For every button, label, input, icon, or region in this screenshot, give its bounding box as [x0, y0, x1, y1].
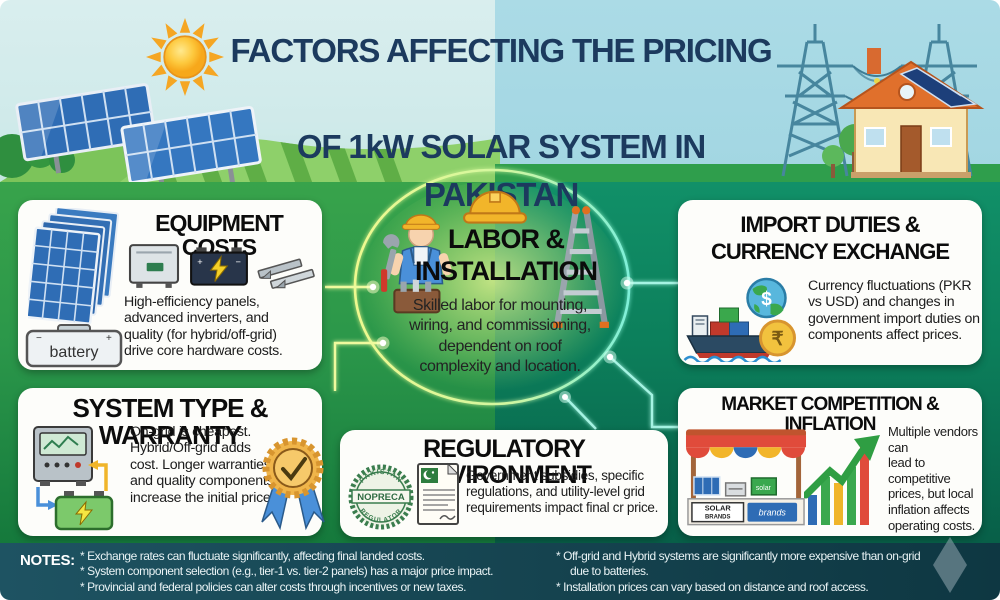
dollar-symbol: $: [761, 289, 772, 310]
market-title: MARKET COMPETITION & INFLATION: [721, 394, 940, 435]
solar-brands-sign: SOLAR BRANDS: [691, 502, 745, 523]
inverter-icon: [128, 244, 180, 288]
battery-box-icon: − + battery: [25, 324, 123, 368]
card-equipment-costs: EQUIPMENT COSTS − + battery: [18, 200, 322, 370]
market-body: Multiple vendors can lead to competitive…: [888, 424, 978, 533]
title-line-1: FACTORS AFFECTING THE PRICING: [230, 32, 773, 69]
regulatory-body: Government subsidies, specific regulatio…: [466, 468, 659, 515]
notes-left-column: * Exchange rates can fluctuate significa…: [80, 549, 558, 595]
mounting-rails-icon: [257, 258, 315, 289]
controller-battery-icon: [33, 426, 114, 531]
shelf-product: solar: [750, 477, 777, 496]
house-icon: [837, 48, 985, 178]
import-duties-title: IMPORT DUTIES & CURRENCY EXCHANGE: [710, 212, 950, 264]
card-import-duties: IMPORT DUTIES & CURRENCY EXCHANGE $: [678, 200, 982, 365]
note-item: * Off-grid and Hybrid systems are signif…: [556, 549, 921, 579]
check-mark: [281, 457, 307, 482]
sun-icon: [146, 18, 224, 96]
svg-text:−: −: [36, 333, 42, 344]
card-system-type: SYSTEM TYPE & WARRANTY On-grid is cheape…: [18, 388, 325, 536]
note-item: * Provincial and federal policies can al…: [80, 579, 466, 594]
awning-scallops: [685, 447, 806, 459]
mini-solar-panel: [693, 476, 721, 496]
card-market-competition: MARKET COMPETITION & INFLATION solar: [678, 388, 982, 536]
notes-bar: NOTES: * Exchange rates can fluctuate si…: [0, 537, 1000, 600]
transmission-tower-icon: [777, 24, 853, 177]
svg-text:BRANDS: BRANDS: [705, 515, 730, 521]
signature: [439, 515, 456, 520]
blue-arrow: [36, 487, 48, 507]
waves: [683, 355, 782, 362]
ship-globe-currency-icon: $ ₹: [683, 277, 796, 362]
svg-text:−: −: [236, 257, 241, 267]
rupee-coin-icon: ₹: [759, 319, 796, 357]
note-item: * System component selection (e.g., tier…: [80, 564, 494, 579]
card-regulatory: REGULATORY ENVIRONMENT PAKISTAN NOPRECA …: [340, 430, 668, 537]
market-stall-icon: solar SOLAR BRANDS brands: [685, 429, 807, 526]
svg-text:SOLAR: SOLAR: [705, 504, 732, 513]
note-item: * Installation prices can vary based on …: [556, 579, 869, 594]
rupee-symbol: ₹: [771, 329, 783, 350]
system-type-title: SYSTEM TYPE & WARRANTY: [72, 393, 268, 451]
svg-text:+: +: [197, 257, 202, 267]
svg-text:+: +: [106, 333, 112, 344]
stamp-center-text: NOPRECA: [357, 492, 405, 503]
labor-installation-title: LABOR & INSTALLATION: [415, 224, 598, 286]
solar-array-illustration: [15, 83, 262, 182]
regulator-stamp-icon: PAKISTAN NOPRECA REGULATOR: [348, 464, 414, 530]
policy-document-icon: [417, 462, 460, 525]
warranty-medal-icon: [261, 437, 325, 531]
yellow-arrow: [98, 463, 108, 491]
note-item: * Exchange rates can fluctuate significa…: [80, 549, 425, 563]
up-arrow: [804, 447, 866, 499]
labor-installation-body: Skilled labor for mounting, wiring, and …: [409, 297, 591, 376]
shelf-product-label: solar: [756, 485, 772, 492]
globe-dollar-icon: $: [746, 277, 787, 319]
solar-panel-stack-icon: [28, 208, 120, 325]
system-type-body: On-grid is cheapest. Hybrid/Off-grid add…: [130, 424, 275, 506]
battery-label: battery: [50, 344, 99, 361]
svg-text:brands: brands: [759, 508, 787, 518]
car-battery-icon: + −: [190, 247, 248, 286]
notes-label: NOTES:: [20, 552, 75, 569]
tree-icon: [822, 145, 844, 167]
cargo-ship-icon: [686, 307, 782, 358]
brands-sign: brands: [747, 502, 798, 522]
pylons-house-illustration: [777, 24, 985, 178]
notes-right-column: * Off-grid and Hybrid systems are signif…: [556, 549, 960, 595]
growth-chart-icon: [804, 435, 880, 525]
import-duties-body: Currency fluctuations (PKR vs USD) and c…: [808, 278, 980, 344]
page-title: FACTORS AFFECTING THE PRICING OF 1kW SOL…: [218, 27, 784, 218]
equipment-costs-body: High-efficiency panels, advanced inverte…: [124, 294, 283, 360]
hard-hat-icon: [463, 190, 527, 224]
screwdriver-icon: [381, 269, 388, 292]
